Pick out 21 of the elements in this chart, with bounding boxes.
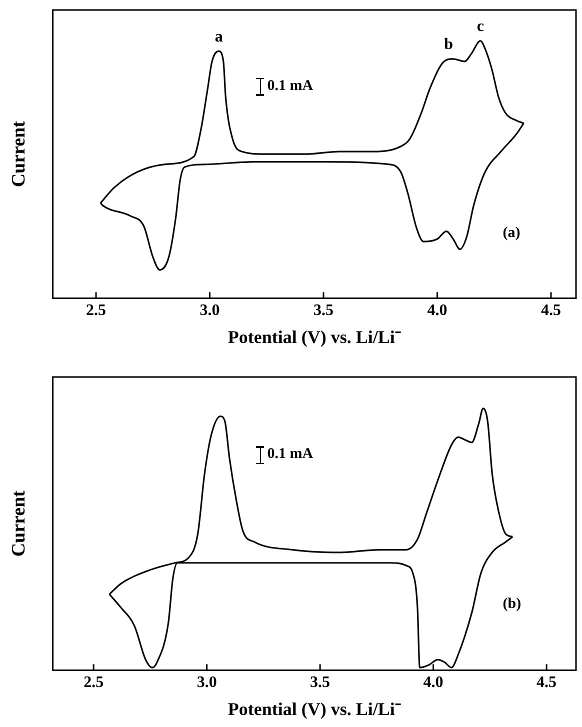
x-tick-label: 4.0	[423, 674, 444, 691]
x-axis-title: Potential (V) vs. Li/Li⁻	[228, 326, 401, 347]
x-tick-label: 4.0	[427, 302, 448, 319]
x-tick-label: 2.5	[84, 674, 104, 691]
annotation: 0.1 mA	[267, 446, 314, 464]
x-tick-label: 4.5	[536, 674, 557, 691]
annotation: (a)	[502, 224, 520, 242]
y-axis-title: Current	[8, 490, 30, 557]
x-tick-label: 3.0	[200, 302, 220, 319]
x-tick-label: 3.5	[310, 674, 330, 691]
y-axis-title: Current	[8, 120, 30, 188]
x-tick-label: 4.5	[540, 302, 561, 319]
annotation: b	[444, 36, 454, 54]
annotation: c	[476, 18, 484, 36]
annotation: (b)	[502, 596, 522, 613]
annotation: 0.1 mA	[267, 78, 314, 95]
annotation: a	[214, 28, 223, 46]
x-axis-title: Potential (V) vs. Li/Li⁻	[228, 698, 401, 719]
x-tick-label: 2.5	[86, 302, 106, 319]
x-tick-label: 3.5	[314, 302, 334, 319]
x-tick-label: 3.0	[196, 674, 217, 691]
